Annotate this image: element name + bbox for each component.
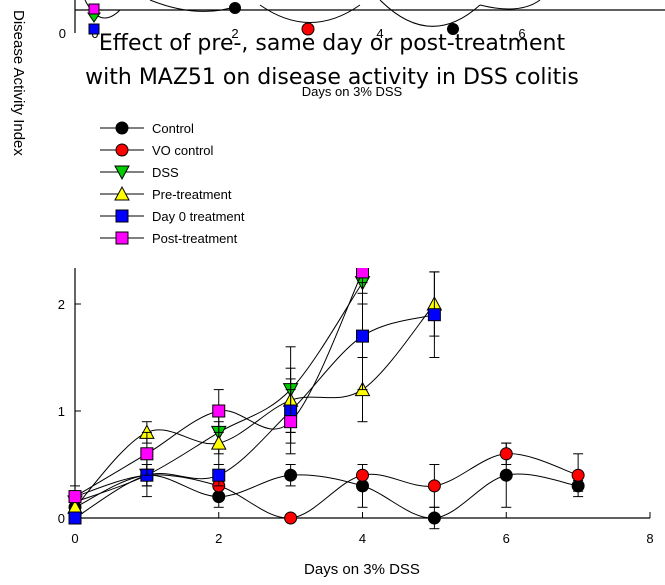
- top-x-tick-label: 6: [518, 26, 525, 41]
- data-point: [68, 511, 82, 525]
- legend-item-pre-treatment: Pre-treatment: [100, 185, 232, 202]
- chart-title-line-2: with MAZ51 on disease activity in DSS co…: [85, 65, 579, 90]
- top-marker-vo-3: [301, 22, 315, 36]
- data-point: [571, 468, 585, 482]
- series-post-treatment: [68, 268, 369, 504]
- top-x-tick-label: 2: [231, 26, 238, 41]
- legend: Control VO control DSS Pre-treatment Day 0 t…: [100, 121, 245, 246]
- top-curve-a: [84, 0, 121, 19]
- y-tick-label: 2: [58, 297, 65, 312]
- data-point: [284, 511, 298, 525]
- top-x-axis-label: Days on 3% DSS: [302, 84, 403, 99]
- legend-label: Pre-treatment: [152, 187, 232, 202]
- legend-marker: [115, 143, 129, 157]
- data-point: [212, 468, 226, 482]
- series-line: [74, 473, 579, 519]
- series-layer: [67, 268, 585, 530]
- chart-title-line-1: Effect of pre-, same day or post-treatme…: [99, 31, 566, 56]
- legend-marker: [115, 231, 129, 245]
- data-point: [284, 415, 298, 429]
- legend-marker: [115, 209, 129, 223]
- legend-marker: [115, 121, 129, 135]
- data-point: [356, 268, 369, 279]
- top-marker-post-0: [88, 3, 100, 15]
- series-line: [74, 314, 435, 519]
- data-point: [212, 404, 226, 418]
- data-point: [140, 447, 154, 461]
- legend-label: DSS: [152, 165, 179, 180]
- series-line: [74, 303, 435, 508]
- legend-marker: [114, 185, 130, 201]
- top-marker-control-2: [229, 2, 241, 14]
- legend-label: Control: [152, 121, 194, 136]
- x-tick-label: 8: [646, 531, 653, 546]
- x-tick-label: 2: [215, 531, 222, 546]
- legend-label: VO control: [152, 143, 214, 158]
- data-point: [68, 490, 82, 504]
- x-tick-label: 4: [359, 531, 366, 546]
- top-x-tick-label: 4: [376, 26, 383, 41]
- top-y-axis-label: Disease Activity Index: [10, 10, 27, 156]
- top-marker-day0-0: [88, 23, 100, 35]
- data-point: [427, 511, 441, 525]
- data-point: [284, 468, 298, 482]
- top-y-tick-0: 0: [59, 26, 66, 41]
- series-line: [74, 271, 363, 498]
- data-point: [499, 447, 513, 461]
- x-tick-label: 0: [71, 531, 78, 546]
- top-marker-control-6: [447, 23, 459, 35]
- legend-item-dss: DSS: [100, 165, 179, 181]
- series-pre-treatment: [67, 271, 443, 514]
- data-point: [427, 479, 441, 493]
- x-ticks: 0 2 4 6 8: [71, 512, 654, 546]
- data-point: [356, 329, 369, 343]
- legend-label: Post-treatment: [152, 231, 238, 246]
- legend-label: Day 0 treatment: [152, 209, 245, 224]
- data-point: [499, 468, 513, 482]
- x-tick-label: 6: [503, 531, 510, 546]
- y-tick-label: 0: [58, 511, 65, 526]
- top-curve-e: [479, 0, 541, 10]
- data-point: [210, 435, 227, 450]
- top-curve-d: [379, 0, 481, 27]
- legend-marker: [114, 165, 130, 181]
- legend-item-day-0-treatment: Day 0 treatment: [100, 209, 245, 224]
- main-chart: 0 1 2 0 2 4 6 8 Days on 3% DSS: [58, 268, 654, 578]
- legend-item-control: Control: [100, 121, 194, 136]
- legend-item-post-treatment: Post-treatment: [100, 231, 238, 246]
- data-point: [356, 468, 369, 482]
- top-curve-c: [259, 4, 361, 23]
- data-point: [427, 308, 441, 322]
- y-tick-label: 1: [58, 404, 65, 419]
- series-line: [74, 453, 579, 519]
- legend-item-vo-control: VO control: [100, 143, 214, 158]
- top-chart-curves: [84, 0, 541, 36]
- x-axis-label: Days on 3% DSS: [304, 561, 420, 578]
